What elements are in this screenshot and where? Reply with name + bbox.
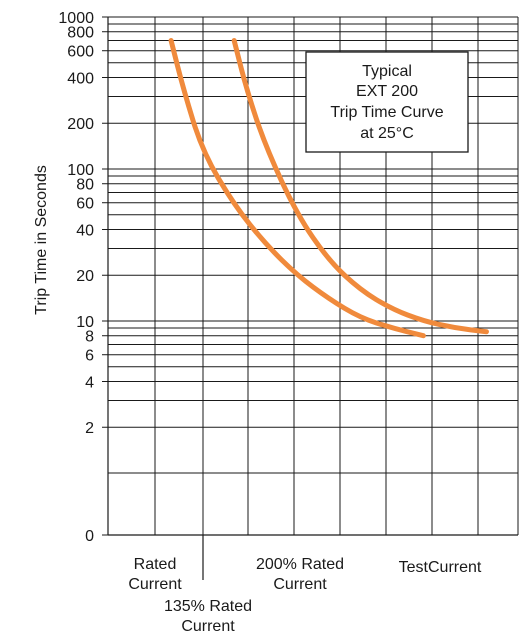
x-tick-label: Current [273,576,327,593]
y-axis-label: Trip Time in Seconds [33,165,50,315]
x-tick-label: Current [128,576,182,593]
annotation-line: Trip Time Curve [330,104,443,121]
y-tick-label: 8 [85,329,94,346]
y-tick-label: 80 [76,177,94,194]
y-tick-label: 4 [85,374,94,391]
y-tick-label: 600 [67,44,94,61]
annotation-line: at 25°C [360,125,414,142]
x-tick-label: Current [181,618,235,635]
y-tick-label: 60 [76,196,94,213]
chart-annotation: Typical EXT 200 Trip Time Curve at 25°C [306,52,468,152]
annotation-line: EXT 200 [356,83,418,100]
y-tick-label: 2 [85,420,94,437]
x-tick-label: Rated [134,556,177,573]
y-tick-label: 800 [67,25,94,42]
x-tick-labels: Rated Current 135% Rated Current 200% Rated C… [128,556,482,635]
x-tick-label: TestCurrent [399,559,482,576]
x-tick-label: 135% Rated [164,598,252,615]
annotation-line: Typical [362,63,412,80]
x-tick-label: 200% Rated [256,556,344,573]
y-tick-label: 200 [67,116,94,133]
y-tick-label: 0 [85,528,94,545]
y-tick-label: 20 [76,268,94,285]
y-tick-label: 400 [67,70,94,87]
y-tick-label: 40 [76,222,94,239]
y-tick-label: 6 [85,348,94,365]
